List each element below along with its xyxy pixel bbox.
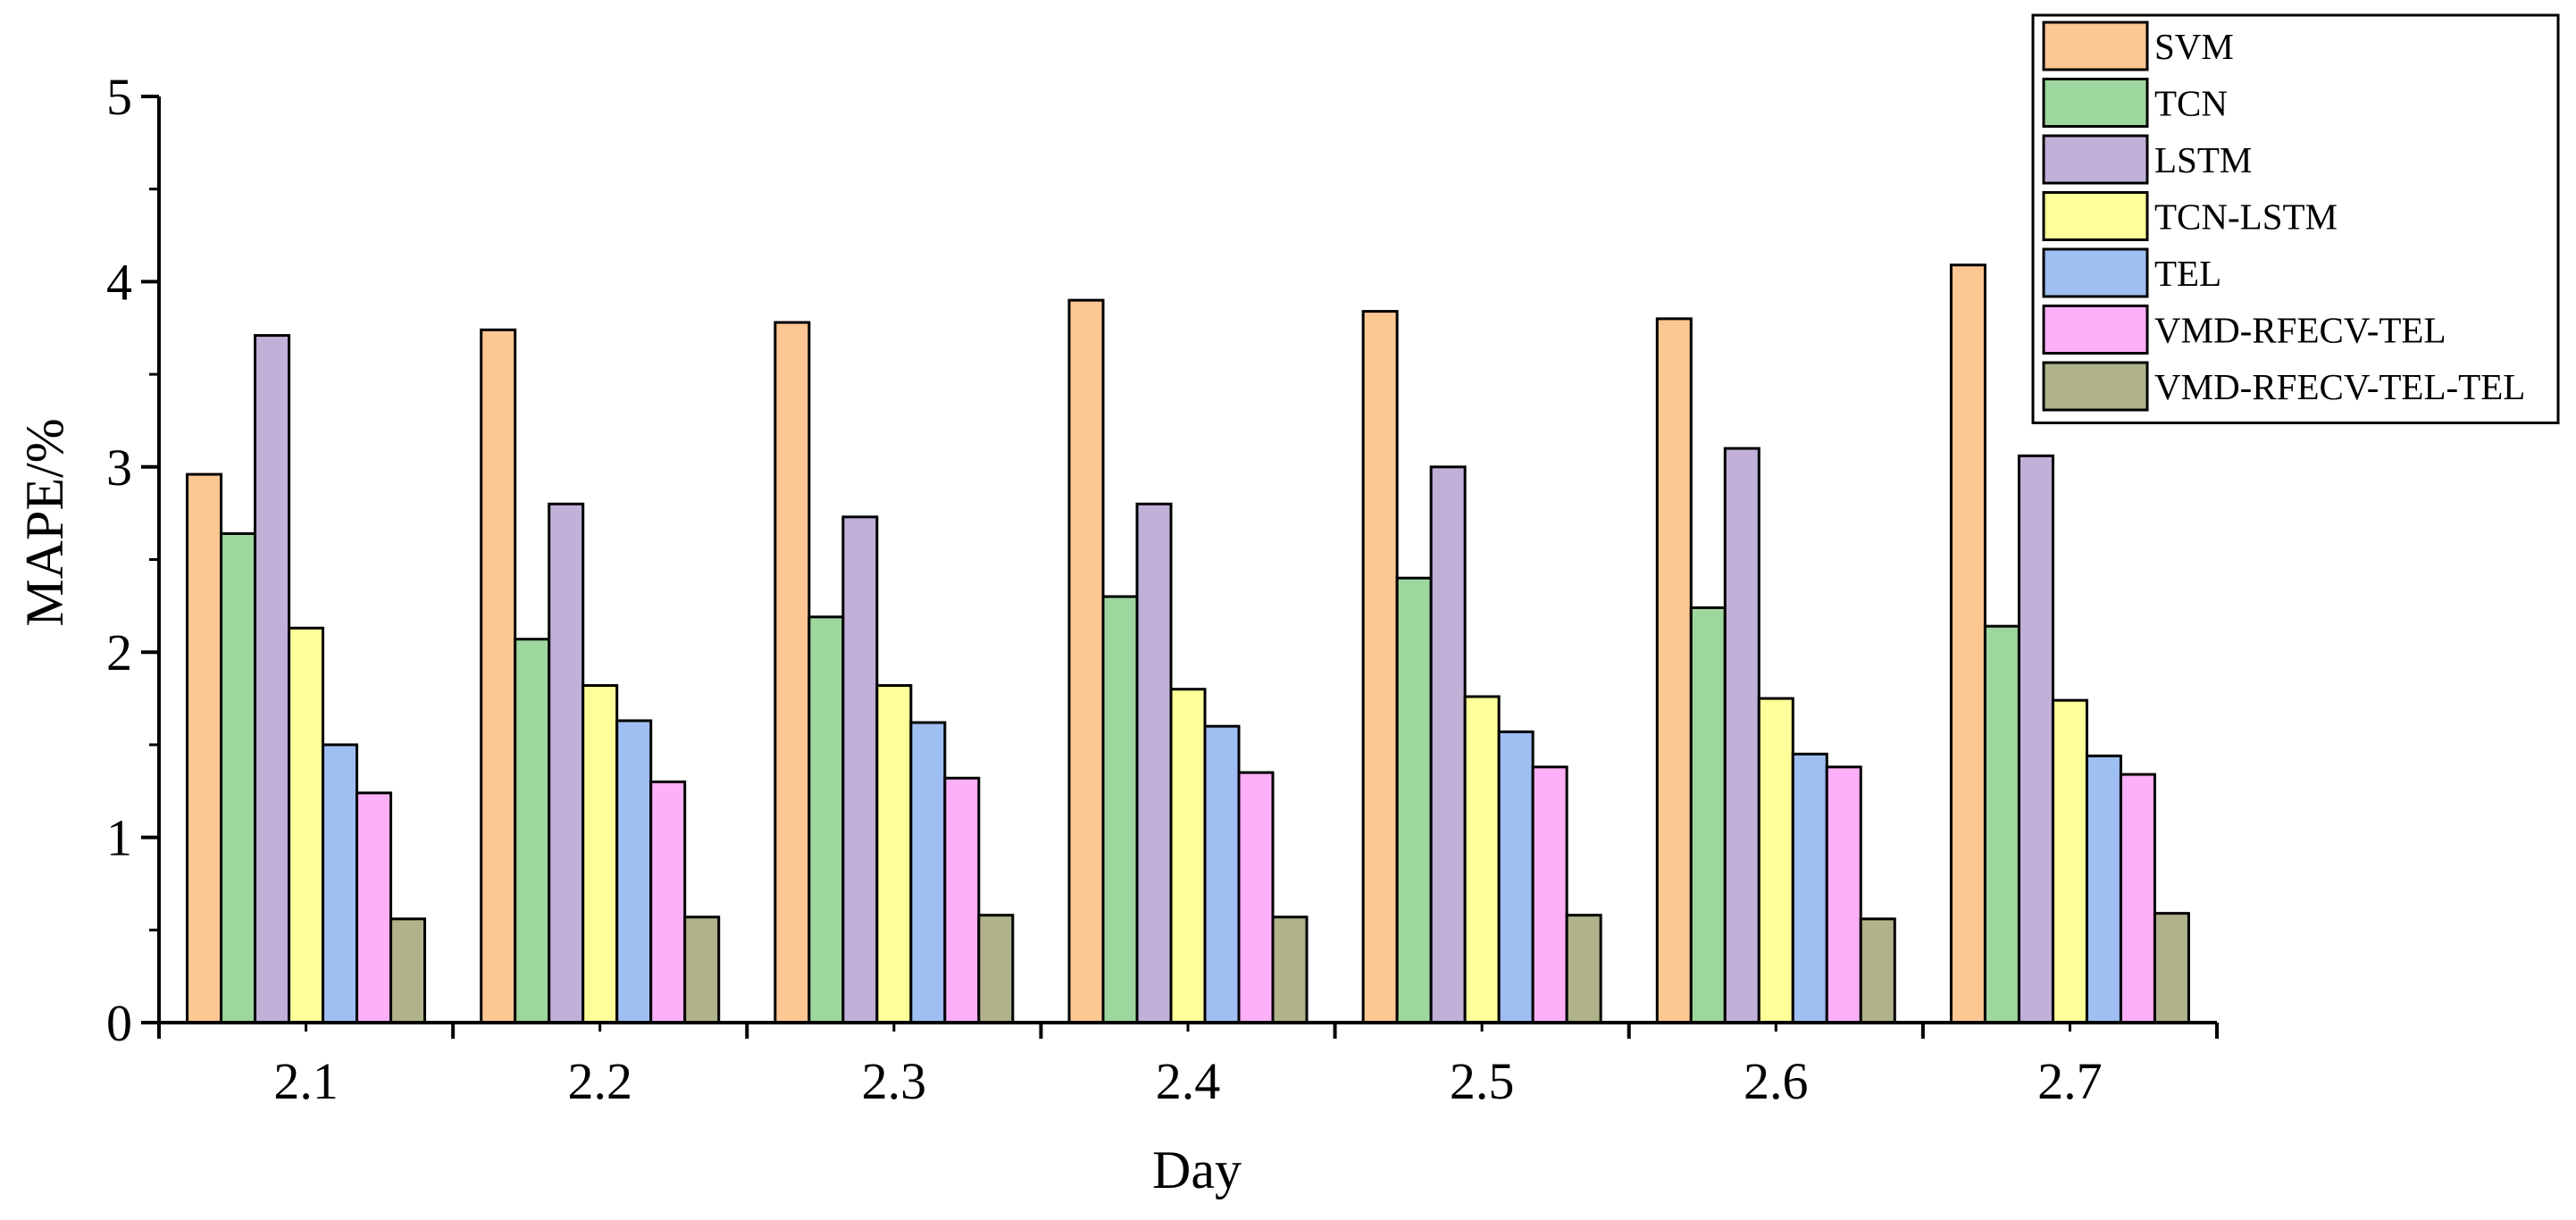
x-tick-label: 2.7: [2037, 1052, 2103, 1110]
legend-swatch-tel: [2042, 247, 2149, 298]
bar-tel-2-2: [615, 719, 653, 1024]
legend-label: TCN-LSTM: [2154, 196, 2338, 238]
legend-swatch-vmd-rfecv-tel-tel: [2042, 361, 2149, 412]
y-tick-label: 3: [106, 439, 132, 497]
bar-tel-2-1: [322, 743, 359, 1024]
bar-svm-2-3: [774, 321, 811, 1024]
x-tick-label: 2.6: [1744, 1052, 1809, 1110]
bar-lstm-2-7: [2017, 454, 2054, 1024]
legend-label: VMD-RFECV-TEL-TEL: [2154, 366, 2525, 407]
bar-tcn-2-3: [807, 615, 845, 1024]
bar-svm-2-2: [480, 328, 517, 1024]
legend-label: TEL: [2154, 253, 2221, 294]
legend-swatch-lstm: [2042, 134, 2149, 185]
bar-tcn-lstm-2-4: [1169, 688, 1207, 1024]
bar-tcn-2-4: [1101, 595, 1139, 1024]
y-axis-title: MAPE/%: [15, 418, 74, 626]
bar-vmd-rfecv-tel-2-6: [1825, 765, 1862, 1024]
legend-label: SVM: [2154, 26, 2234, 67]
x-tick-label: 2.3: [862, 1052, 927, 1110]
bar-vmd-rfecv-tel-tel-2-2: [683, 915, 721, 1024]
bar-lstm-2-4: [1135, 502, 1173, 1024]
bar-tcn-lstm-2-5: [1463, 695, 1501, 1024]
bar-tcn-lstm-2-6: [1757, 697, 1794, 1024]
x-tick-label: 2.4: [1156, 1052, 1221, 1110]
bar-tel-2-4: [1203, 724, 1241, 1024]
bar-tel-2-5: [1497, 730, 1535, 1024]
bar-lstm-2-5: [1429, 465, 1467, 1024]
bar-vmd-rfecv-tel-2-1: [355, 791, 393, 1024]
y-tick-label: 1: [106, 809, 132, 867]
legend-label: LSTM: [2154, 139, 2252, 180]
bar-svm-2-7: [1949, 263, 1986, 1024]
bar-tcn-2-5: [1395, 576, 1433, 1024]
bar-tcn-2-6: [1689, 606, 1727, 1024]
x-tick-label: 2.5: [1450, 1052, 1515, 1110]
bar-vmd-rfecv-tel-tel-2-5: [1565, 914, 1602, 1024]
bar-vmd-rfecv-tel-2-7: [2119, 773, 2156, 1024]
bar-tcn-2-2: [514, 638, 551, 1024]
bar-lstm-2-6: [1723, 447, 1761, 1024]
bar-vmd-rfecv-tel-tel-2-7: [2153, 912, 2190, 1024]
bar-vmd-rfecv-tel-2-2: [649, 780, 687, 1024]
bar-tcn-lstm-2-7: [2051, 698, 2088, 1024]
bar-tcn-lstm-2-3: [875, 684, 913, 1024]
bar-svm-2-4: [1067, 298, 1105, 1024]
bars-layer: [186, 263, 2190, 1024]
bar-vmd-rfecv-tel-2-5: [1531, 765, 1568, 1024]
bar-svm-2-6: [1655, 317, 1693, 1024]
bar-vmd-rfecv-tel-2-4: [1237, 771, 1275, 1024]
legend-swatch-tcn-lstm: [2042, 191, 2149, 241]
x-tick-label: 2.1: [273, 1052, 339, 1110]
legend-swatch-svm: [2042, 21, 2149, 71]
legend-label: TCN: [2154, 83, 2228, 124]
bar-vmd-rfecv-tel-tel-2-1: [389, 917, 427, 1024]
legend: SVM TCN LSTM TCN-LSTM TEL VMD-RFECV-TEL VMD-RF…: [2031, 13, 2560, 424]
bar-tel-2-6: [1791, 752, 1828, 1024]
x-tick-label: 2.2: [567, 1052, 632, 1110]
bar-tcn-lstm-2-1: [288, 626, 325, 1024]
legend-swatch-vmd-rfecv-tel: [2042, 305, 2149, 355]
bar-lstm-2-1: [254, 334, 291, 1024]
bar-tel-2-3: [909, 721, 947, 1024]
bar-vmd-rfecv-tel-tel-2-4: [1271, 915, 1309, 1024]
bar-vmd-rfecv-tel-tel-2-6: [1859, 917, 1896, 1024]
bar-lstm-2-3: [841, 515, 879, 1024]
bar-tcn-lstm-2-2: [581, 684, 619, 1024]
bar-lstm-2-2: [548, 502, 585, 1024]
bar-svm-2-5: [1361, 310, 1399, 1024]
y-tick-label: 5: [106, 68, 132, 126]
x-axis-title: Day: [1152, 1141, 1242, 1199]
legend-label: VMD-RFECV-TEL: [2154, 310, 2446, 351]
y-tick-label: 0: [106, 994, 132, 1052]
bar-tcn-2-1: [220, 531, 257, 1024]
bar-tcn-2-7: [1983, 624, 2020, 1024]
y-tick-label: 4: [106, 253, 132, 311]
bar-svm-2-1: [186, 472, 223, 1024]
legend-swatch-tcn: [2042, 78, 2149, 128]
axes-layer: 0 1 2 3 4 5 2.1 2.2 2.3 2.4 2.5 2.6 2.7: [106, 68, 2219, 1110]
bar-vmd-rfecv-tel-2-3: [943, 776, 981, 1024]
bar-vmd-rfecv-tel-tel-2-3: [977, 914, 1015, 1024]
bar-tel-2-7: [2085, 754, 2122, 1024]
y-tick-label: 2: [106, 623, 132, 681]
